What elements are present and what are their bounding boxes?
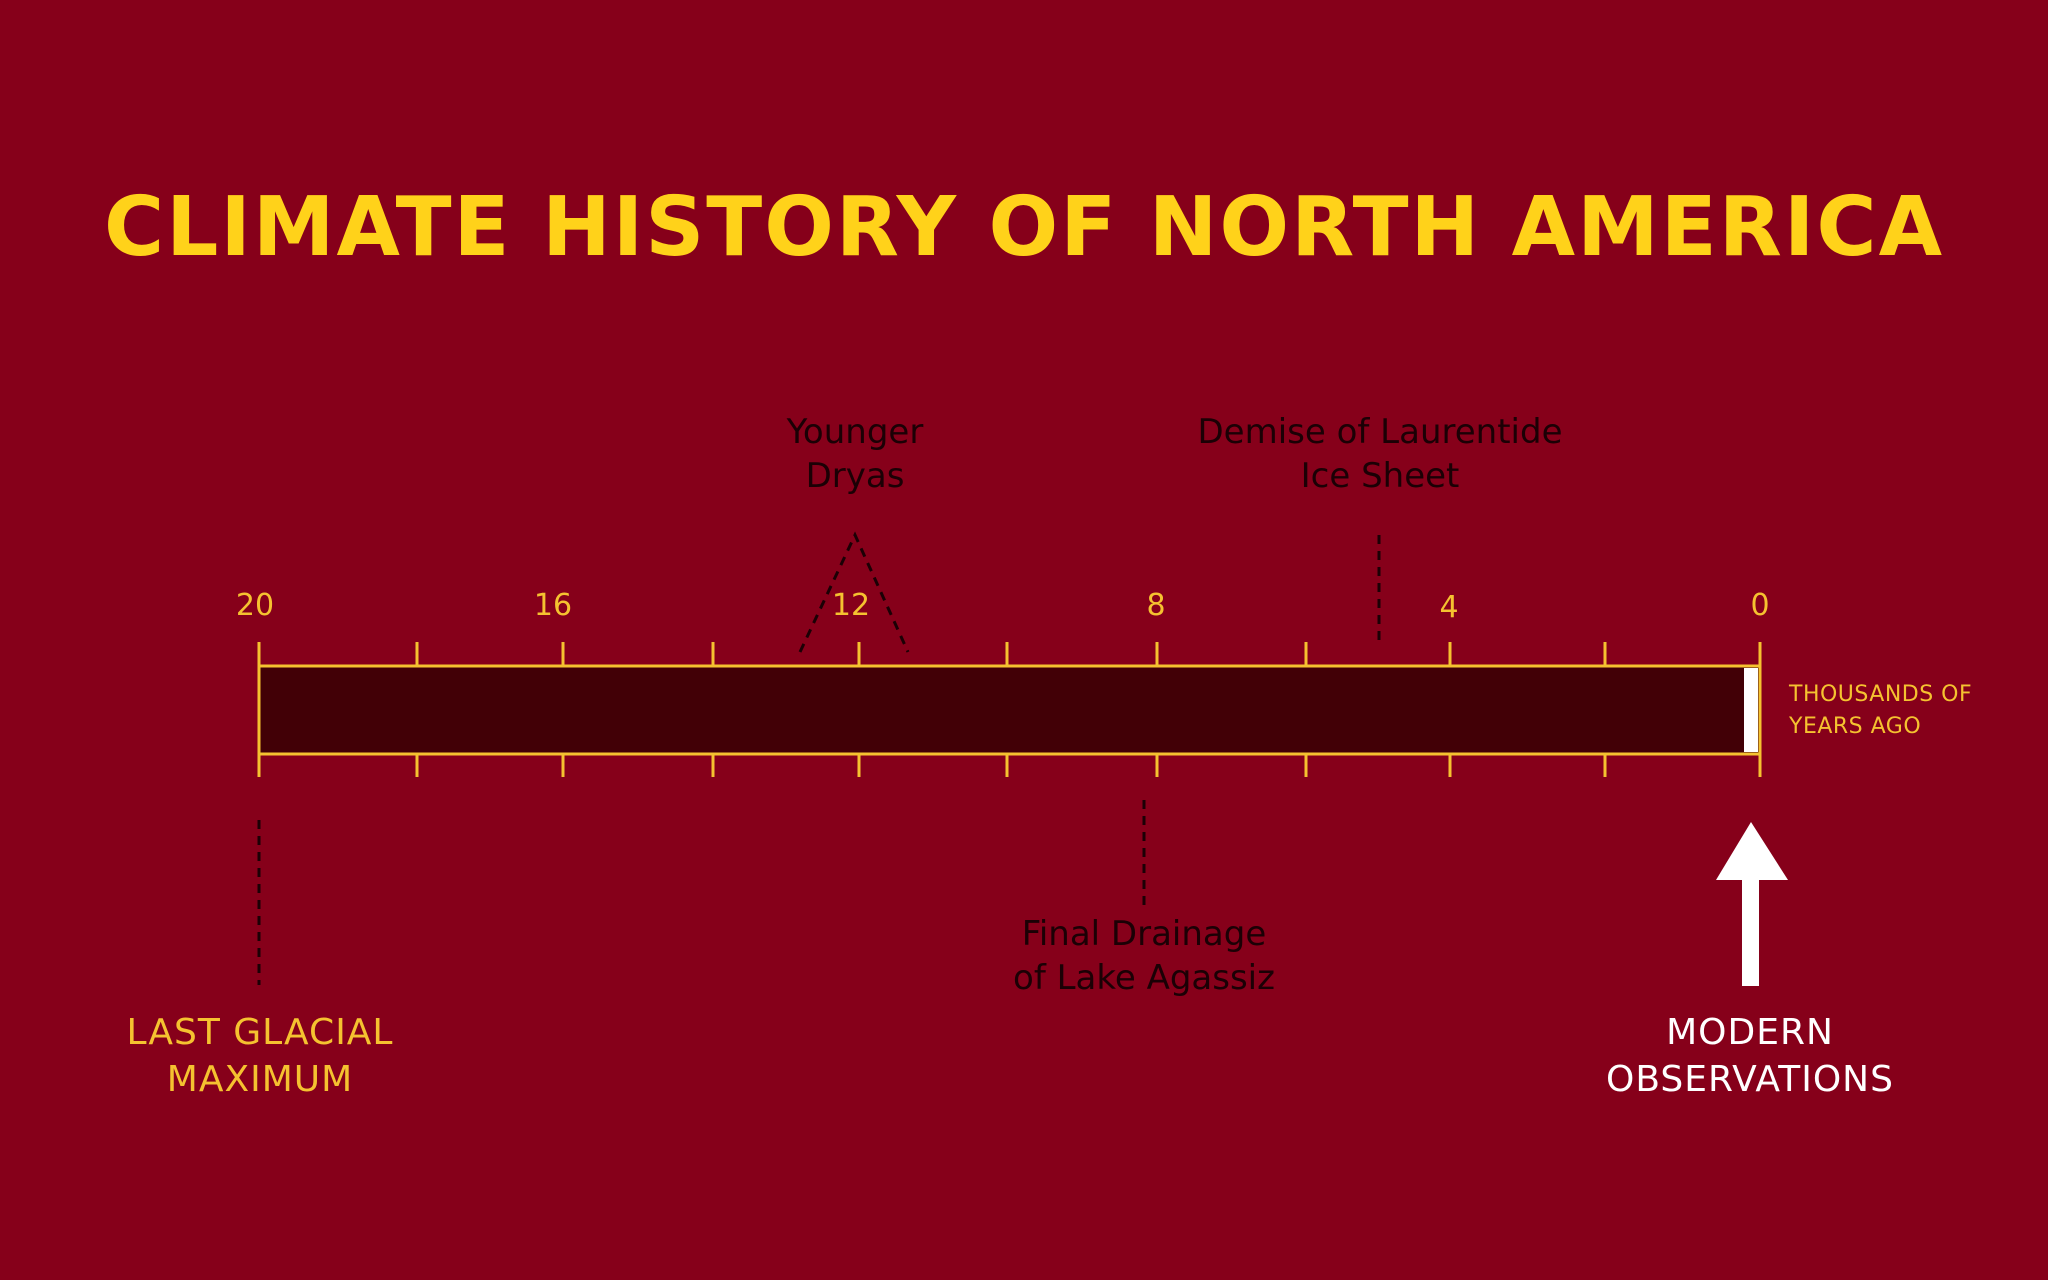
laurentide-label: Demise of Laurentide Ice Sheet: [1197, 412, 1563, 497]
modern-segment: [1744, 668, 1758, 752]
ticks-bottom: [257, 754, 1762, 777]
tick-label-8: 8: [1146, 588, 1165, 623]
tick-label-20: 20: [236, 588, 274, 623]
younger-dryas-label: Younger Dryas: [786, 412, 924, 497]
page-title: CLIMATE HISTORY OF NORTH AMERICA: [103, 180, 1945, 275]
unit-label: THOUSANDS OF YEARS AGO: [1789, 682, 1973, 739]
tick-label-16: 16: [534, 588, 572, 623]
tick-label-12: 12: [832, 588, 870, 623]
tick-label-4: 4: [1439, 590, 1458, 625]
tick-label-0: 0: [1750, 588, 1769, 623]
ticks-top: [257, 642, 1762, 666]
up-arrow-icon: [1716, 822, 1788, 986]
agassiz-label: Final Drainage of Lake Agassiz: [1013, 914, 1275, 999]
younger-dryas-bracket: [798, 531, 910, 653]
lgm-label: LAST GLACIAL MAXIMUM: [126, 1012, 394, 1100]
modern-label: MODERN OBSERVATIONS: [1606, 1012, 1894, 1100]
timeline-bar: [257, 664, 1762, 756]
